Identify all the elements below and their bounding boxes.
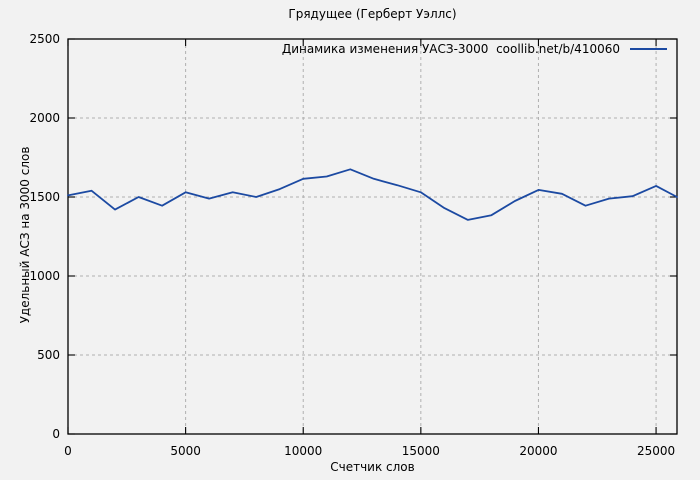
y-tick-label: 0 bbox=[52, 427, 60, 441]
y-axis-label: Удельный АСЗ на 3000 слов bbox=[18, 146, 32, 324]
x-tick-label: 20000 bbox=[519, 444, 557, 458]
legend: Динамика изменения УАСЗ-3000 coollib.net… bbox=[282, 41, 667, 57]
y-tick-label: 1000 bbox=[29, 269, 60, 283]
x-tick-label: 25000 bbox=[637, 444, 675, 458]
series-line bbox=[67, 168, 678, 221]
legend-label: Динамика изменения УАСЗ-3000 coollib.net… bbox=[281, 42, 620, 56]
x-tick-label: 15000 bbox=[402, 444, 440, 458]
plot-border bbox=[67, 38, 678, 435]
x-tick-label: 10000 bbox=[284, 444, 322, 458]
x-axis-label: Счетчик слов bbox=[330, 460, 415, 474]
y-tick-label: 2500 bbox=[29, 32, 60, 46]
x-tick-label: 5000 bbox=[170, 444, 201, 458]
y-tick-label: 1500 bbox=[29, 190, 60, 204]
chart-title: Грядущее (Герберт Уэллс) bbox=[288, 7, 457, 21]
y-tick-label: 500 bbox=[37, 348, 60, 362]
x-tick-label: 0 bbox=[64, 444, 72, 458]
legend-line-sample bbox=[630, 48, 667, 50]
y-tick-label: 2000 bbox=[29, 111, 60, 125]
